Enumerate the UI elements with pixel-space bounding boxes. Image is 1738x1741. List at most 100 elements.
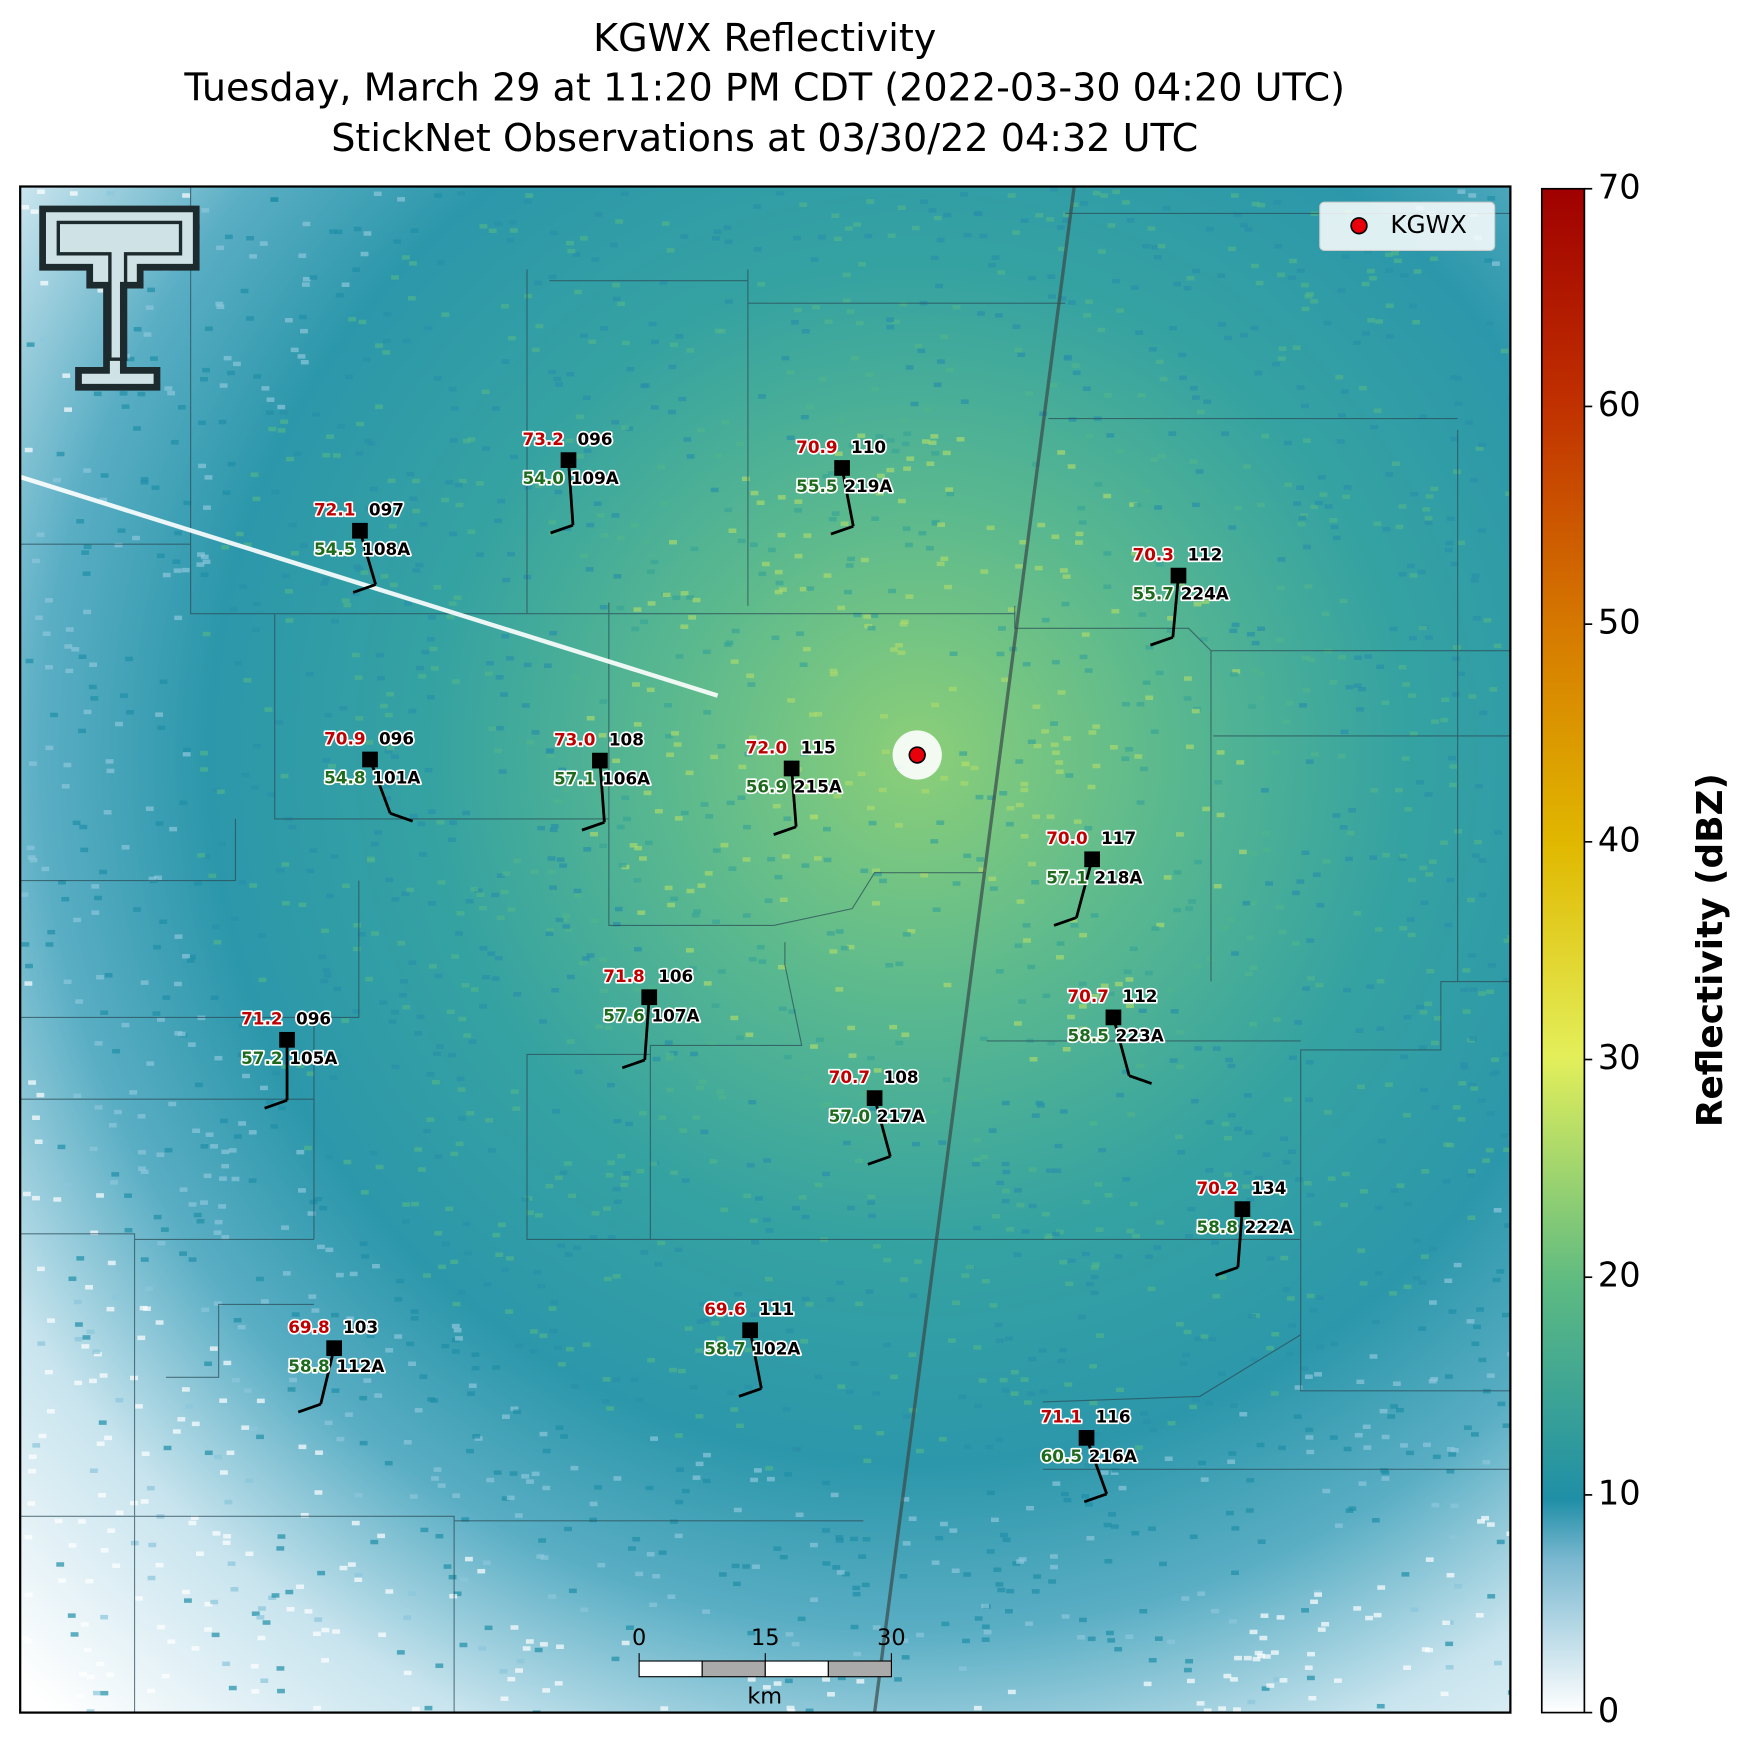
- texture-cell: [68, 1543, 77, 1548]
- texture-cell: [115, 1397, 124, 1403]
- temperature: 70.9: [324, 728, 365, 748]
- texture-cell: [221, 545, 230, 550]
- texture-cell: [462, 1221, 471, 1227]
- texture-cell: [455, 502, 464, 508]
- texture-cell: [415, 562, 424, 568]
- texture-cell: [1081, 1494, 1090, 1499]
- texture-cell: [1050, 721, 1058, 726]
- texture-cell: [1261, 788, 1269, 793]
- texture-cell: [426, 1117, 435, 1123]
- texture-cell: [875, 434, 884, 439]
- texture-cell: [94, 1105, 103, 1110]
- texture-cell: [914, 1259, 923, 1264]
- texture-cell: [692, 597, 701, 603]
- texture-cell: [1477, 442, 1486, 448]
- texture-cell: [549, 885, 557, 890]
- texture-cell: [555, 382, 563, 387]
- texture-cell: [539, 1431, 548, 1437]
- texture-cell: [354, 1492, 363, 1498]
- texture-cell: [484, 1625, 493, 1631]
- texture-cell: [1079, 1617, 1087, 1623]
- texture-cell: [852, 1591, 861, 1597]
- texture-cell: [1007, 193, 1016, 198]
- texture-cell: [63, 979, 72, 985]
- texture-cell: [886, 324, 895, 330]
- texture-cell: [797, 1616, 806, 1622]
- texture-cell: [40, 1140, 49, 1145]
- texture-cell: [1062, 212, 1071, 218]
- texture-cell: [1243, 1655, 1252, 1661]
- texture-cell: [1027, 739, 1036, 745]
- texture-cell: [325, 1154, 334, 1160]
- texture-cell: [1248, 1313, 1256, 1319]
- texture-cell: [542, 1688, 551, 1693]
- texture-cell: [378, 1632, 387, 1638]
- texture-cell: [907, 929, 916, 934]
- texture-cell: [227, 461, 236, 467]
- texture-cell: [1131, 285, 1140, 291]
- texture-cell: [1377, 1585, 1386, 1590]
- texture-cell: [1078, 1004, 1087, 1009]
- texture-cell: [1260, 1613, 1269, 1618]
- texture-cell: [1497, 1401, 1506, 1407]
- texture-cell: [240, 288, 249, 294]
- texture-cell: [1185, 1233, 1194, 1239]
- texture-cell: [1084, 1463, 1093, 1468]
- texture-cell: [1470, 477, 1478, 483]
- texture-cell: [1090, 913, 1099, 918]
- station-id: 216A: [1089, 1446, 1137, 1466]
- texture-cell: [1446, 1572, 1455, 1578]
- texture-cell: [99, 497, 108, 503]
- texture-cell: [1261, 830, 1270, 836]
- texture-cell: [213, 1301, 222, 1306]
- texture-cell: [645, 1485, 654, 1491]
- texture-cell: [1301, 403, 1309, 409]
- texture-cell: [216, 304, 225, 310]
- texture-cell: [938, 1140, 947, 1145]
- texture-cell: [1061, 1614, 1070, 1619]
- texture-cell: [1473, 1324, 1481, 1330]
- texture-cell: [156, 1152, 165, 1157]
- texture-cell: [318, 954, 327, 959]
- texture-cell: [516, 1658, 525, 1664]
- texture-cell: [1226, 917, 1235, 922]
- texture-cell: [850, 1536, 859, 1542]
- texture-cell: [994, 313, 1003, 318]
- texture-cell: [632, 1536, 641, 1542]
- texture-cell: [1451, 692, 1460, 697]
- wind-barb: [773, 825, 797, 836]
- texture-cell: [1449, 375, 1458, 380]
- texture-cell: [1236, 760, 1245, 765]
- texture-cell: [1217, 322, 1226, 327]
- texture-cell: [514, 1513, 523, 1518]
- texture-cell: [1064, 1382, 1073, 1387]
- texture-cell: [1475, 1613, 1484, 1618]
- texture-cell: [1166, 987, 1175, 992]
- texture-cell: [46, 1409, 55, 1414]
- texture-cell: [802, 646, 811, 652]
- texture-cell: [1257, 1653, 1265, 1659]
- texture-cell: [533, 1270, 542, 1275]
- texture-cell: [37, 189, 45, 195]
- texture-cell: [32, 558, 40, 564]
- texture-cell: [223, 1360, 232, 1366]
- texture-cell: [121, 404, 130, 409]
- texture-cell: [930, 255, 939, 261]
- texture-cell: [791, 1641, 800, 1647]
- texture-cell: [1037, 522, 1046, 528]
- texture-cell: [783, 1054, 792, 1060]
- texture-cell: [1251, 640, 1260, 646]
- texture-cell: [902, 1414, 911, 1419]
- texture-cell: [410, 1316, 419, 1321]
- texture-cell: [614, 906, 623, 912]
- texture-cell: [660, 1706, 669, 1711]
- texture-cell: [721, 420, 730, 425]
- texture-cell: [852, 1585, 861, 1591]
- texture-cell: [827, 471, 836, 476]
- texture-cell: [1062, 1046, 1071, 1052]
- texture-cell: [121, 845, 130, 850]
- texture-cell: [455, 931, 463, 936]
- texture-cell: [228, 1148, 237, 1153]
- texture-cell: [1233, 1707, 1241, 1712]
- texture-cell: [96, 975, 104, 980]
